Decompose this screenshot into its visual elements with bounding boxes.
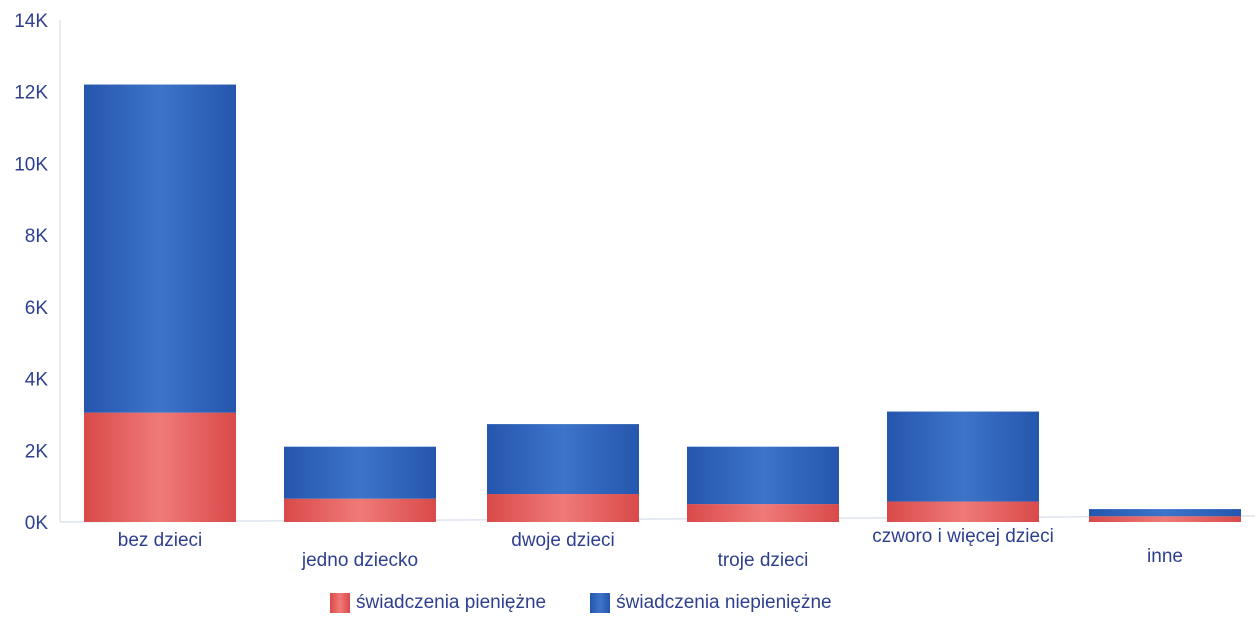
bar-pieniezne-3 <box>687 504 839 522</box>
legend-label-pieniezne: świadczenia pieniężne <box>356 592 547 613</box>
bar-pieniezne-0 <box>84 412 236 522</box>
y-tick-label: 8K <box>25 226 49 247</box>
y-tick-label: 10K <box>14 154 48 175</box>
bar-niepieniezne-4 <box>887 411 1039 502</box>
bar-niepieniezne-1 <box>284 446 436 499</box>
x-category-label: jedno dziecko <box>301 550 418 571</box>
x-category-label: czworo i więcej dzieci <box>872 526 1054 547</box>
x-category-label: dwoje dzieci <box>511 530 615 551</box>
x-category-label: bez dzieci <box>118 530 203 551</box>
legend: świadczenia pieniężne świadczenia niepie… <box>330 592 832 614</box>
legend-swatch-pieniezne <box>330 593 350 613</box>
bars <box>84 84 1241 522</box>
bar-pieniezne-5 <box>1089 516 1241 522</box>
y-tick-label: 4K <box>25 370 49 391</box>
legend-item-niepieniezne: świadczenia niepieniężne <box>590 592 832 614</box>
bar-niepieniezne-3 <box>687 446 839 505</box>
bar-niepieniezne-2 <box>487 424 639 495</box>
x-category-label: inne <box>1147 546 1183 567</box>
y-tick-label: 6K <box>25 298 49 319</box>
bar-pieniezne-1 <box>284 498 436 522</box>
x-category-label: troje dzieci <box>718 550 809 571</box>
bar-pieniezne-4 <box>887 501 1039 522</box>
legend-item-pieniezne: świadczenia pieniężne <box>330 592 546 614</box>
labels: 0K 2K 4K 6K 8K 10K 12K 14K bez dzieci jedno dziec… <box>14 11 1183 571</box>
y-tick-label: 12K <box>14 83 48 104</box>
y-tick-label: 14K <box>14 11 48 32</box>
x-axis-line <box>59 515 1256 523</box>
y-tick-label: 2K <box>25 441 49 462</box>
bar-pieniezne-2 <box>487 494 639 522</box>
legend-label-niepieniezne: świadczenia niepieniężne <box>616 592 832 613</box>
legend-swatch-niepieniezne <box>590 593 611 613</box>
y-tick-label: 0K <box>25 513 49 534</box>
bar-niepieniezne-0 <box>84 84 236 413</box>
bar-niepieniezne-5 <box>1089 509 1241 517</box>
axes <box>59 20 1256 523</box>
